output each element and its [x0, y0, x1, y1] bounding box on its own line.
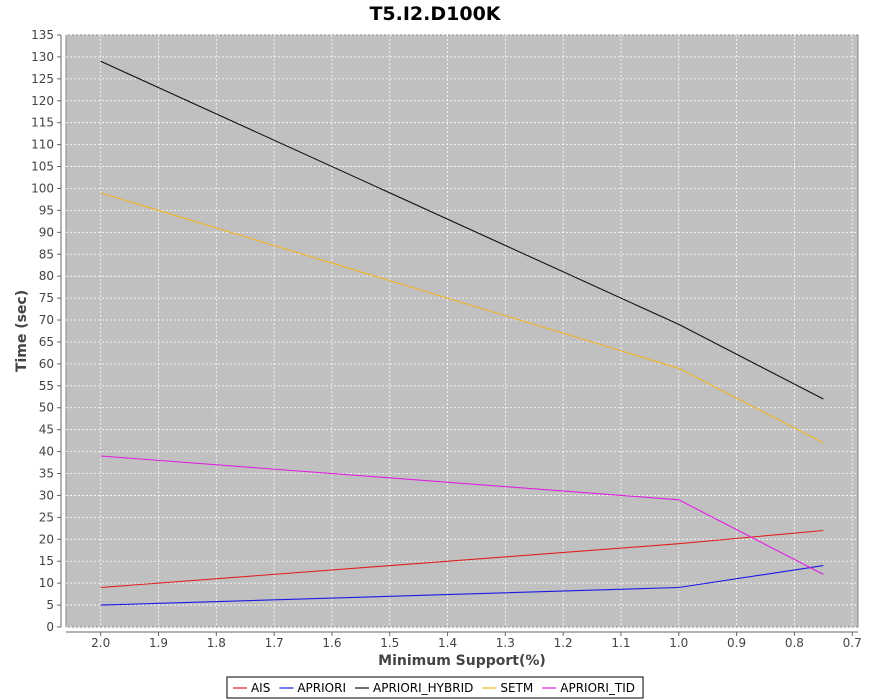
legend-label: APRIORI_TID — [560, 681, 635, 695]
y-tick-label: 40 — [39, 445, 54, 459]
legend-item: APRIORI — [279, 681, 346, 695]
y-tick-label: 100 — [31, 181, 54, 195]
y-tick-label: 20 — [39, 532, 54, 546]
y-tick-label: 35 — [39, 467, 54, 481]
y-tick-label: 120 — [31, 94, 54, 108]
legend-label: AIS — [251, 681, 270, 695]
series-lines — [100, 60, 824, 606]
x-tick-label: 1.2 — [554, 636, 573, 650]
y-tick-label: 0 — [46, 620, 54, 634]
legend-item: AIS — [232, 681, 270, 695]
x-tick-label: 1.9 — [149, 636, 168, 650]
legend-item: SETM — [482, 681, 533, 695]
series-line-apriori — [100, 565, 824, 606]
y-tick-label: 90 — [39, 225, 54, 239]
y-tick-label: 80 — [39, 269, 54, 283]
legend-item: APRIORI_HYBRID — [355, 681, 473, 695]
legend-item: APRIORI_TID — [542, 681, 635, 695]
x-tick-label: 1.7 — [265, 636, 284, 650]
y-tick-label: 85 — [39, 247, 54, 261]
y-tick-label: 65 — [39, 335, 54, 349]
series-line-apriori-hybrid — [100, 60, 824, 400]
plot-area — [65, 34, 859, 628]
x-tick-label: 1.1 — [611, 636, 630, 650]
y-axis-title: Time (sec) — [14, 290, 30, 372]
x-tick-label: 0.7 — [843, 636, 862, 650]
legend-box — [226, 676, 644, 699]
x-tick-label: 1.5 — [380, 636, 399, 650]
y-tick-label: 110 — [31, 138, 54, 152]
x-tick-label: 1.6 — [322, 636, 341, 650]
y-tick-label: 45 — [39, 423, 54, 437]
series-line-ais — [100, 529, 824, 589]
y-tick-label: 55 — [39, 379, 54, 393]
x-tick-label: 0.9 — [727, 636, 746, 650]
x-tick-label: 1.0 — [669, 636, 688, 650]
x-tick-label: 1.8 — [207, 636, 226, 650]
y-tick-label: 105 — [31, 160, 54, 174]
chart-title: T5.I2.D100K — [369, 3, 501, 25]
x-tick-label: 1.4 — [438, 636, 457, 650]
legend: AIS APRIORI APRIORI_HYBRID SETM APRIORI_TID — [226, 676, 644, 699]
y-tick-label: 15 — [39, 554, 54, 568]
x-tick-labels: 2.0 1.9 1.8 1.7 1.6 1.5 1.4 1.3 1.2 1.1 1.0 0.9 0.8 0… — [91, 636, 862, 650]
y-tick-label: 125 — [31, 72, 54, 86]
x-tick-label: 0.8 — [785, 636, 804, 650]
y-tick-label: 60 — [39, 357, 54, 371]
legend-label: APRIORI_HYBRID — [373, 681, 473, 695]
y-tick-label: 50 — [39, 401, 54, 415]
y-tick-labels: 0 5 10 15 20 25 30 35 40 45 50 55 60 65 70 75 80 85 90 95 10… — [31, 28, 54, 634]
axes — [57, 34, 858, 636]
legend-label: SETM — [500, 681, 533, 695]
y-tick-label: 130 — [31, 50, 54, 64]
y-tick-label: 95 — [39, 203, 54, 217]
x-tick-label: 2.0 — [91, 636, 110, 650]
x-axis-title: Minimum Support(%) — [378, 653, 546, 669]
y-tick-label: 10 — [39, 576, 54, 590]
y-tick-label: 135 — [31, 28, 54, 42]
y-tick-label: 115 — [31, 116, 54, 130]
grid-lines — [66, 34, 858, 628]
series-line-apriori-tid — [100, 455, 824, 575]
y-tick-label: 75 — [39, 291, 54, 305]
y-tick-label: 70 — [39, 313, 54, 327]
series-line-setm — [100, 192, 824, 444]
legend-label: APRIORI — [297, 681, 346, 695]
y-tick-label: 25 — [39, 510, 54, 524]
y-tick-label: 5 — [46, 598, 54, 612]
x-tick-label: 1.3 — [496, 636, 515, 650]
y-tick-label: 30 — [39, 488, 54, 502]
